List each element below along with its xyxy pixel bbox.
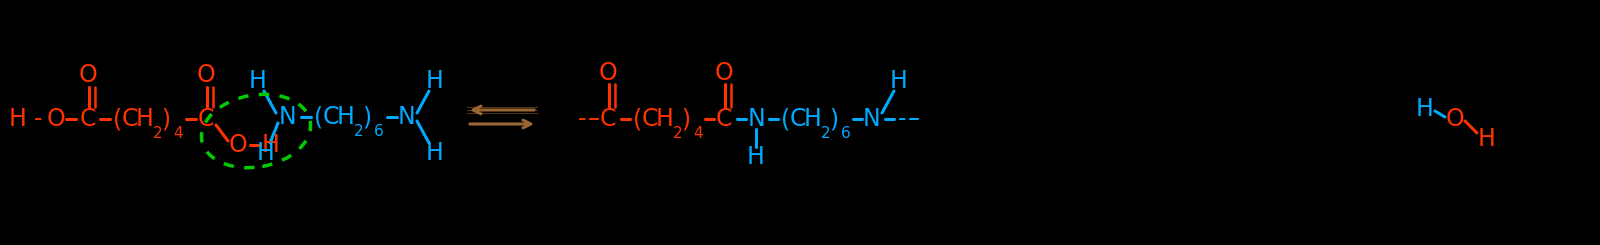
Text: C: C (642, 107, 658, 131)
Text: O: O (715, 61, 733, 85)
Text: (: ( (634, 107, 643, 131)
Text: H: H (426, 69, 443, 93)
Text: H: H (262, 133, 280, 157)
Text: H: H (805, 107, 822, 131)
Text: N: N (747, 107, 765, 131)
Text: O: O (229, 133, 248, 157)
Text: H: H (258, 141, 275, 165)
Text: C: C (600, 107, 616, 131)
Text: N: N (862, 107, 882, 131)
Text: C: C (122, 107, 138, 131)
Text: H: H (656, 107, 674, 131)
Text: (: ( (114, 107, 123, 131)
Text: H: H (338, 105, 355, 129)
Text: -: - (34, 107, 42, 131)
Text: ): ) (363, 105, 371, 129)
Text: 2: 2 (821, 125, 830, 140)
Text: 4: 4 (693, 125, 702, 140)
Text: 6: 6 (374, 123, 384, 138)
Text: H: H (250, 69, 267, 93)
Text: N: N (278, 105, 298, 129)
Text: ): ) (162, 107, 171, 131)
Text: -: - (578, 107, 586, 131)
Text: O: O (78, 63, 98, 87)
Text: -: - (898, 107, 906, 131)
Text: C: C (715, 107, 733, 131)
Text: H: H (890, 69, 907, 93)
Text: (: ( (315, 105, 323, 129)
Text: H: H (747, 145, 765, 169)
Text: C: C (80, 107, 96, 131)
Text: 2: 2 (354, 123, 363, 138)
Text: N: N (398, 105, 416, 129)
Text: H: H (10, 107, 27, 131)
Text: H: H (1416, 97, 1434, 121)
Text: 2: 2 (674, 125, 683, 140)
Text: 2: 2 (154, 125, 163, 140)
Text: (: ( (781, 107, 790, 131)
Text: H: H (426, 141, 443, 165)
Text: ): ) (682, 107, 691, 131)
Text: C: C (790, 107, 806, 131)
Text: 4: 4 (173, 125, 182, 140)
Text: C: C (198, 107, 214, 131)
Text: O: O (598, 61, 618, 85)
Text: O: O (46, 107, 66, 131)
Text: C: C (323, 105, 339, 129)
Text: H: H (136, 107, 154, 131)
Text: H: H (1478, 127, 1496, 151)
Text: 6: 6 (842, 125, 851, 140)
Text: O: O (1446, 107, 1464, 131)
Text: O: O (197, 63, 216, 87)
Text: ): ) (829, 107, 838, 131)
